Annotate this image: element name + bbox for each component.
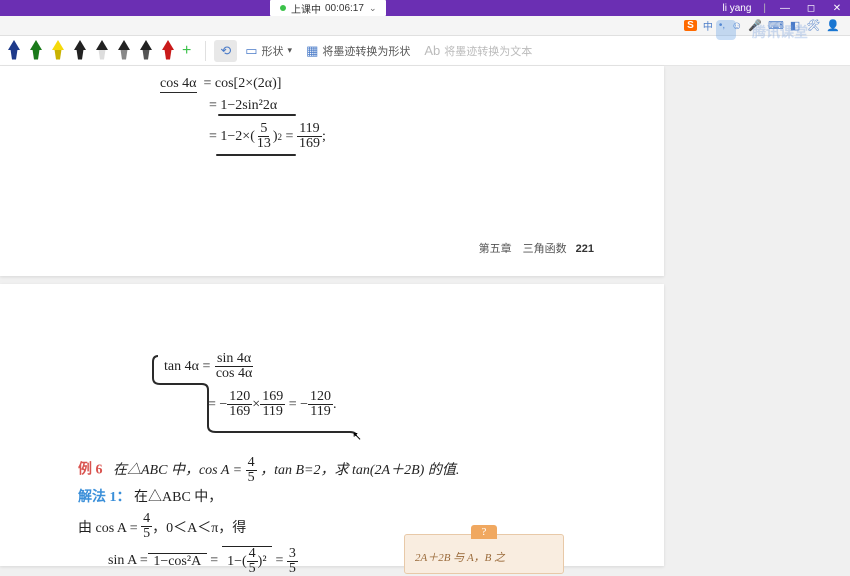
- ink-shape-icon: ▦: [306, 43, 318, 59]
- pen-body-icon: [163, 50, 173, 60]
- pen-5[interactable]: [118, 40, 130, 62]
- pen-tip-icon: [30, 40, 42, 50]
- pen-tip-icon: [74, 40, 86, 50]
- ink-to-text-button[interactable]: Ab 将墨迹转换为文本: [418, 40, 538, 62]
- watermark-icon: [716, 20, 736, 40]
- ink-to-text-label: 将墨迹转换为文本: [444, 43, 532, 59]
- chevron-down-icon: ⌄: [369, 3, 377, 14]
- timer: 00:06:17: [325, 3, 364, 14]
- live-dot-icon: [280, 5, 286, 11]
- pen-4[interactable]: [96, 40, 108, 62]
- pen-tip-icon: [52, 40, 64, 50]
- shape-menu-button[interactable]: ▭ 形状 ▾: [239, 40, 298, 62]
- pen-body-icon: [119, 50, 129, 60]
- pen-body-icon: [97, 50, 107, 60]
- solution-cosA-line: 由 cos A = 45 ，0＜A＜π，得: [78, 512, 246, 541]
- chapter-footer: 第五章 三角函数 221: [479, 240, 594, 256]
- pen-body-icon: [31, 50, 41, 60]
- add-pen-button[interactable]: +: [176, 42, 197, 60]
- cos4a-line2: = 1−2sin²2α: [209, 98, 277, 114]
- ink-toolbar: + ⟲ ▭ 形状 ▾ ▦ 将墨迹转换为形状 Ab 将墨迹转换为文本: [0, 36, 850, 66]
- solution-1-line: 解法 1： 在△ABC 中，: [78, 486, 222, 506]
- maximize-button[interactable]: ◻: [804, 3, 818, 14]
- pen-3[interactable]: [74, 40, 86, 62]
- pen-body-icon: [9, 50, 19, 60]
- shape-label: 形状: [262, 43, 284, 59]
- ink-text-icon: Ab: [424, 43, 440, 58]
- pen-tip-icon: [8, 40, 20, 50]
- pen-7[interactable]: [162, 40, 174, 62]
- pen-1[interactable]: [30, 40, 42, 62]
- pen-body-icon: [141, 50, 151, 60]
- lasso-icon: ⟲: [220, 43, 231, 59]
- ink-underline-1: [218, 114, 296, 116]
- lasso-tool-button[interactable]: ⟲: [214, 40, 237, 62]
- pen-tip-icon: [118, 40, 130, 50]
- username-label: li yang: [722, 3, 751, 14]
- shape-icon: ▭: [245, 43, 257, 59]
- cos4a-line1: cos 4α = cos[2×(2α)]: [160, 76, 281, 92]
- cursor-icon: ↖: [352, 429, 362, 443]
- ime-badge-icon[interactable]: S: [684, 20, 697, 31]
- chevron-down-icon: ▾: [288, 45, 293, 56]
- pen-tip-icon: [162, 40, 174, 50]
- margin-note-box: ? 2A＋2B 与 A，B 之: [404, 534, 564, 574]
- pen-body-icon: [53, 50, 63, 60]
- ink-to-shape-button[interactable]: ▦ 将墨迹转换为形状: [300, 40, 416, 62]
- pen-body-icon: [75, 50, 85, 60]
- class-status-pill[interactable]: 上课中 00:06:17 ⌄: [270, 0, 386, 16]
- pen-6[interactable]: [140, 40, 152, 62]
- cos4a-line3: = 1−2× ( 513 ) 2 = 119169 ;: [209, 122, 326, 151]
- example-6-line: 例 6 在△ABC 中，cos A = 45 ，tan B=2，求 tan(2A…: [78, 456, 459, 485]
- ink-underline-2: [216, 154, 296, 156]
- ime-user-icon[interactable]: 👤: [826, 19, 840, 32]
- pen-palette: [8, 40, 174, 62]
- close-button[interactable]: ✕: [830, 3, 844, 14]
- ink-bracket: [150, 354, 370, 444]
- note-tab-icon: ?: [471, 525, 497, 539]
- status-label: 上课中: [291, 1, 321, 16]
- right-gutter: [664, 66, 850, 566]
- titlebar-right: li yang | — ◻ ✕: [722, 3, 850, 14]
- ime-tool-icon[interactable]: 🛠: [806, 19, 820, 32]
- solution-sinA-line: sin A = 1−cos²A = 1−(45)² = 35: [108, 546, 298, 576]
- titlebar: 上课中 00:06:17 ⌄ li yang | — ◻ ✕: [0, 0, 850, 16]
- ink-to-shape-label: 将墨迹转换为形状: [322, 43, 410, 59]
- watermark-text: 腾讯课堂: [752, 22, 808, 42]
- page-2: tan 4α = sin 4αcos 4α = − 120169 × 16911…: [0, 284, 664, 566]
- pen-0[interactable]: [8, 40, 20, 62]
- ime-lang[interactable]: 中: [703, 18, 713, 33]
- page-1: cos 4α = cos[2×(2α)] = 1−2sin²2α = 1−2× …: [0, 66, 664, 276]
- pen-tip-icon: [96, 40, 108, 50]
- minimize-button[interactable]: —: [778, 3, 792, 14]
- pen-2[interactable]: [52, 40, 64, 62]
- document-area: cos 4α = cos[2×(2α)] = 1−2sin²2α = 1−2× …: [0, 66, 850, 566]
- pen-tip-icon: [140, 40, 152, 50]
